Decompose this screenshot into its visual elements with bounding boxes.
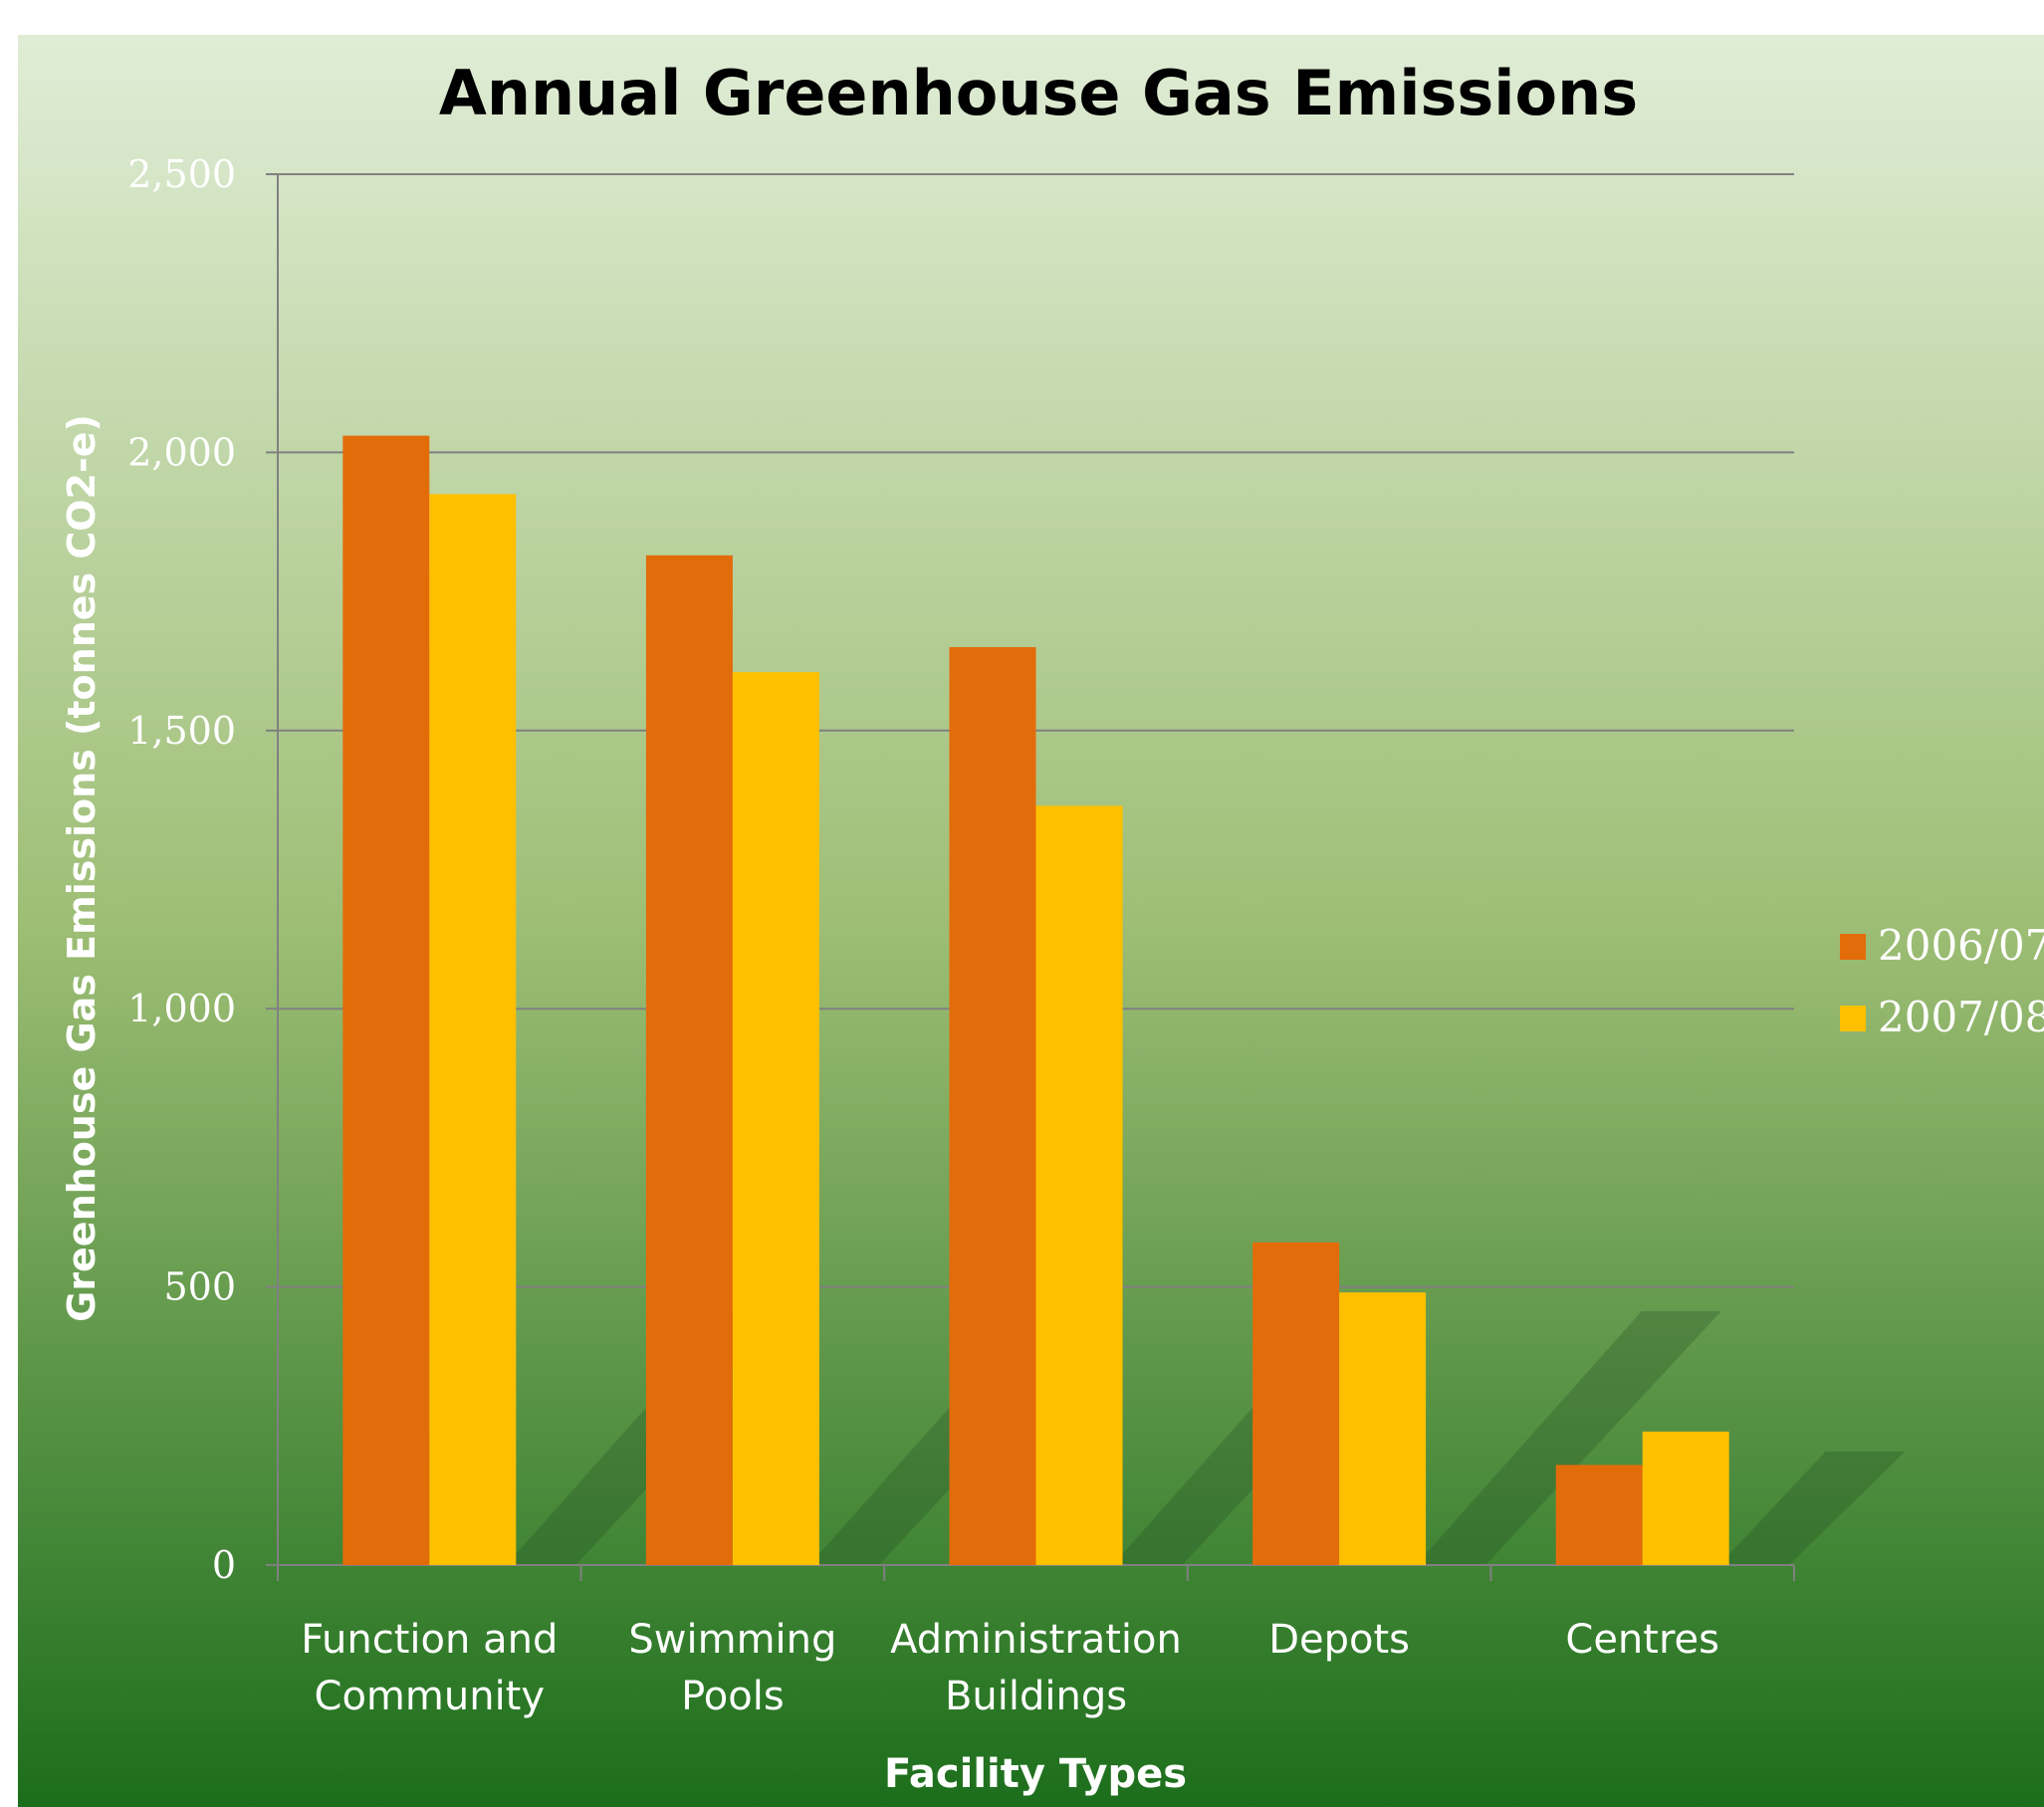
- x-tick-labels: Function and Community Swimming Pools Admini…: [301, 1617, 1719, 1719]
- chart-title: Annual Greenhouse Gas Emissions: [439, 57, 1638, 129]
- bar: [1642, 1431, 1729, 1565]
- bar: [645, 555, 733, 1565]
- bar-shadow: [1416, 1311, 1721, 1565]
- legend: 2006/07 2007/08: [1840, 921, 2044, 1041]
- bars: [342, 435, 1729, 1565]
- bar: [732, 672, 819, 1565]
- y-tick-label: 0: [212, 1543, 236, 1587]
- legend-label: 2006/07: [1878, 921, 2044, 970]
- x-tick-label: Administration: [890, 1617, 1182, 1663]
- x-tick-label: Depots: [1268, 1617, 1410, 1663]
- x-tick-label: Pools: [681, 1674, 785, 1719]
- y-axis-label: Greenhouse Gas Emissions (tonnes CO2-e): [60, 414, 104, 1322]
- x-tick-label: Function and: [301, 1617, 558, 1663]
- y-tick-label: 2,000: [127, 430, 236, 474]
- legend-label: 2007/08: [1878, 993, 2044, 1041]
- bar: [1035, 805, 1123, 1565]
- bar: [429, 494, 517, 1565]
- y-tick-label: 500: [163, 1265, 236, 1309]
- y-tick-labels: 0 500 1,000 1,500 2,000 2,500: [127, 152, 236, 1587]
- bar: [1252, 1242, 1340, 1565]
- bar: [1555, 1465, 1643, 1565]
- x-tick-label: Centres: [1565, 1617, 1719, 1663]
- legend-swatch: [1840, 1006, 1866, 1031]
- bar-shadow: [1718, 1452, 1906, 1565]
- x-axis-label: Facility Types: [884, 1751, 1187, 1797]
- legend-swatch: [1840, 934, 1866, 960]
- x-tick-label: Buildings: [945, 1674, 1127, 1719]
- y-tick-label: 1,000: [127, 987, 236, 1030]
- y-tick-label: 1,500: [127, 709, 236, 753]
- bar: [342, 435, 430, 1565]
- x-tick-label: Community: [315, 1674, 546, 1719]
- bar: [1339, 1292, 1427, 1565]
- x-tick-label: Swimming: [628, 1617, 836, 1663]
- bar: [949, 646, 1036, 1565]
- y-tick-label: 2,500: [127, 152, 236, 196]
